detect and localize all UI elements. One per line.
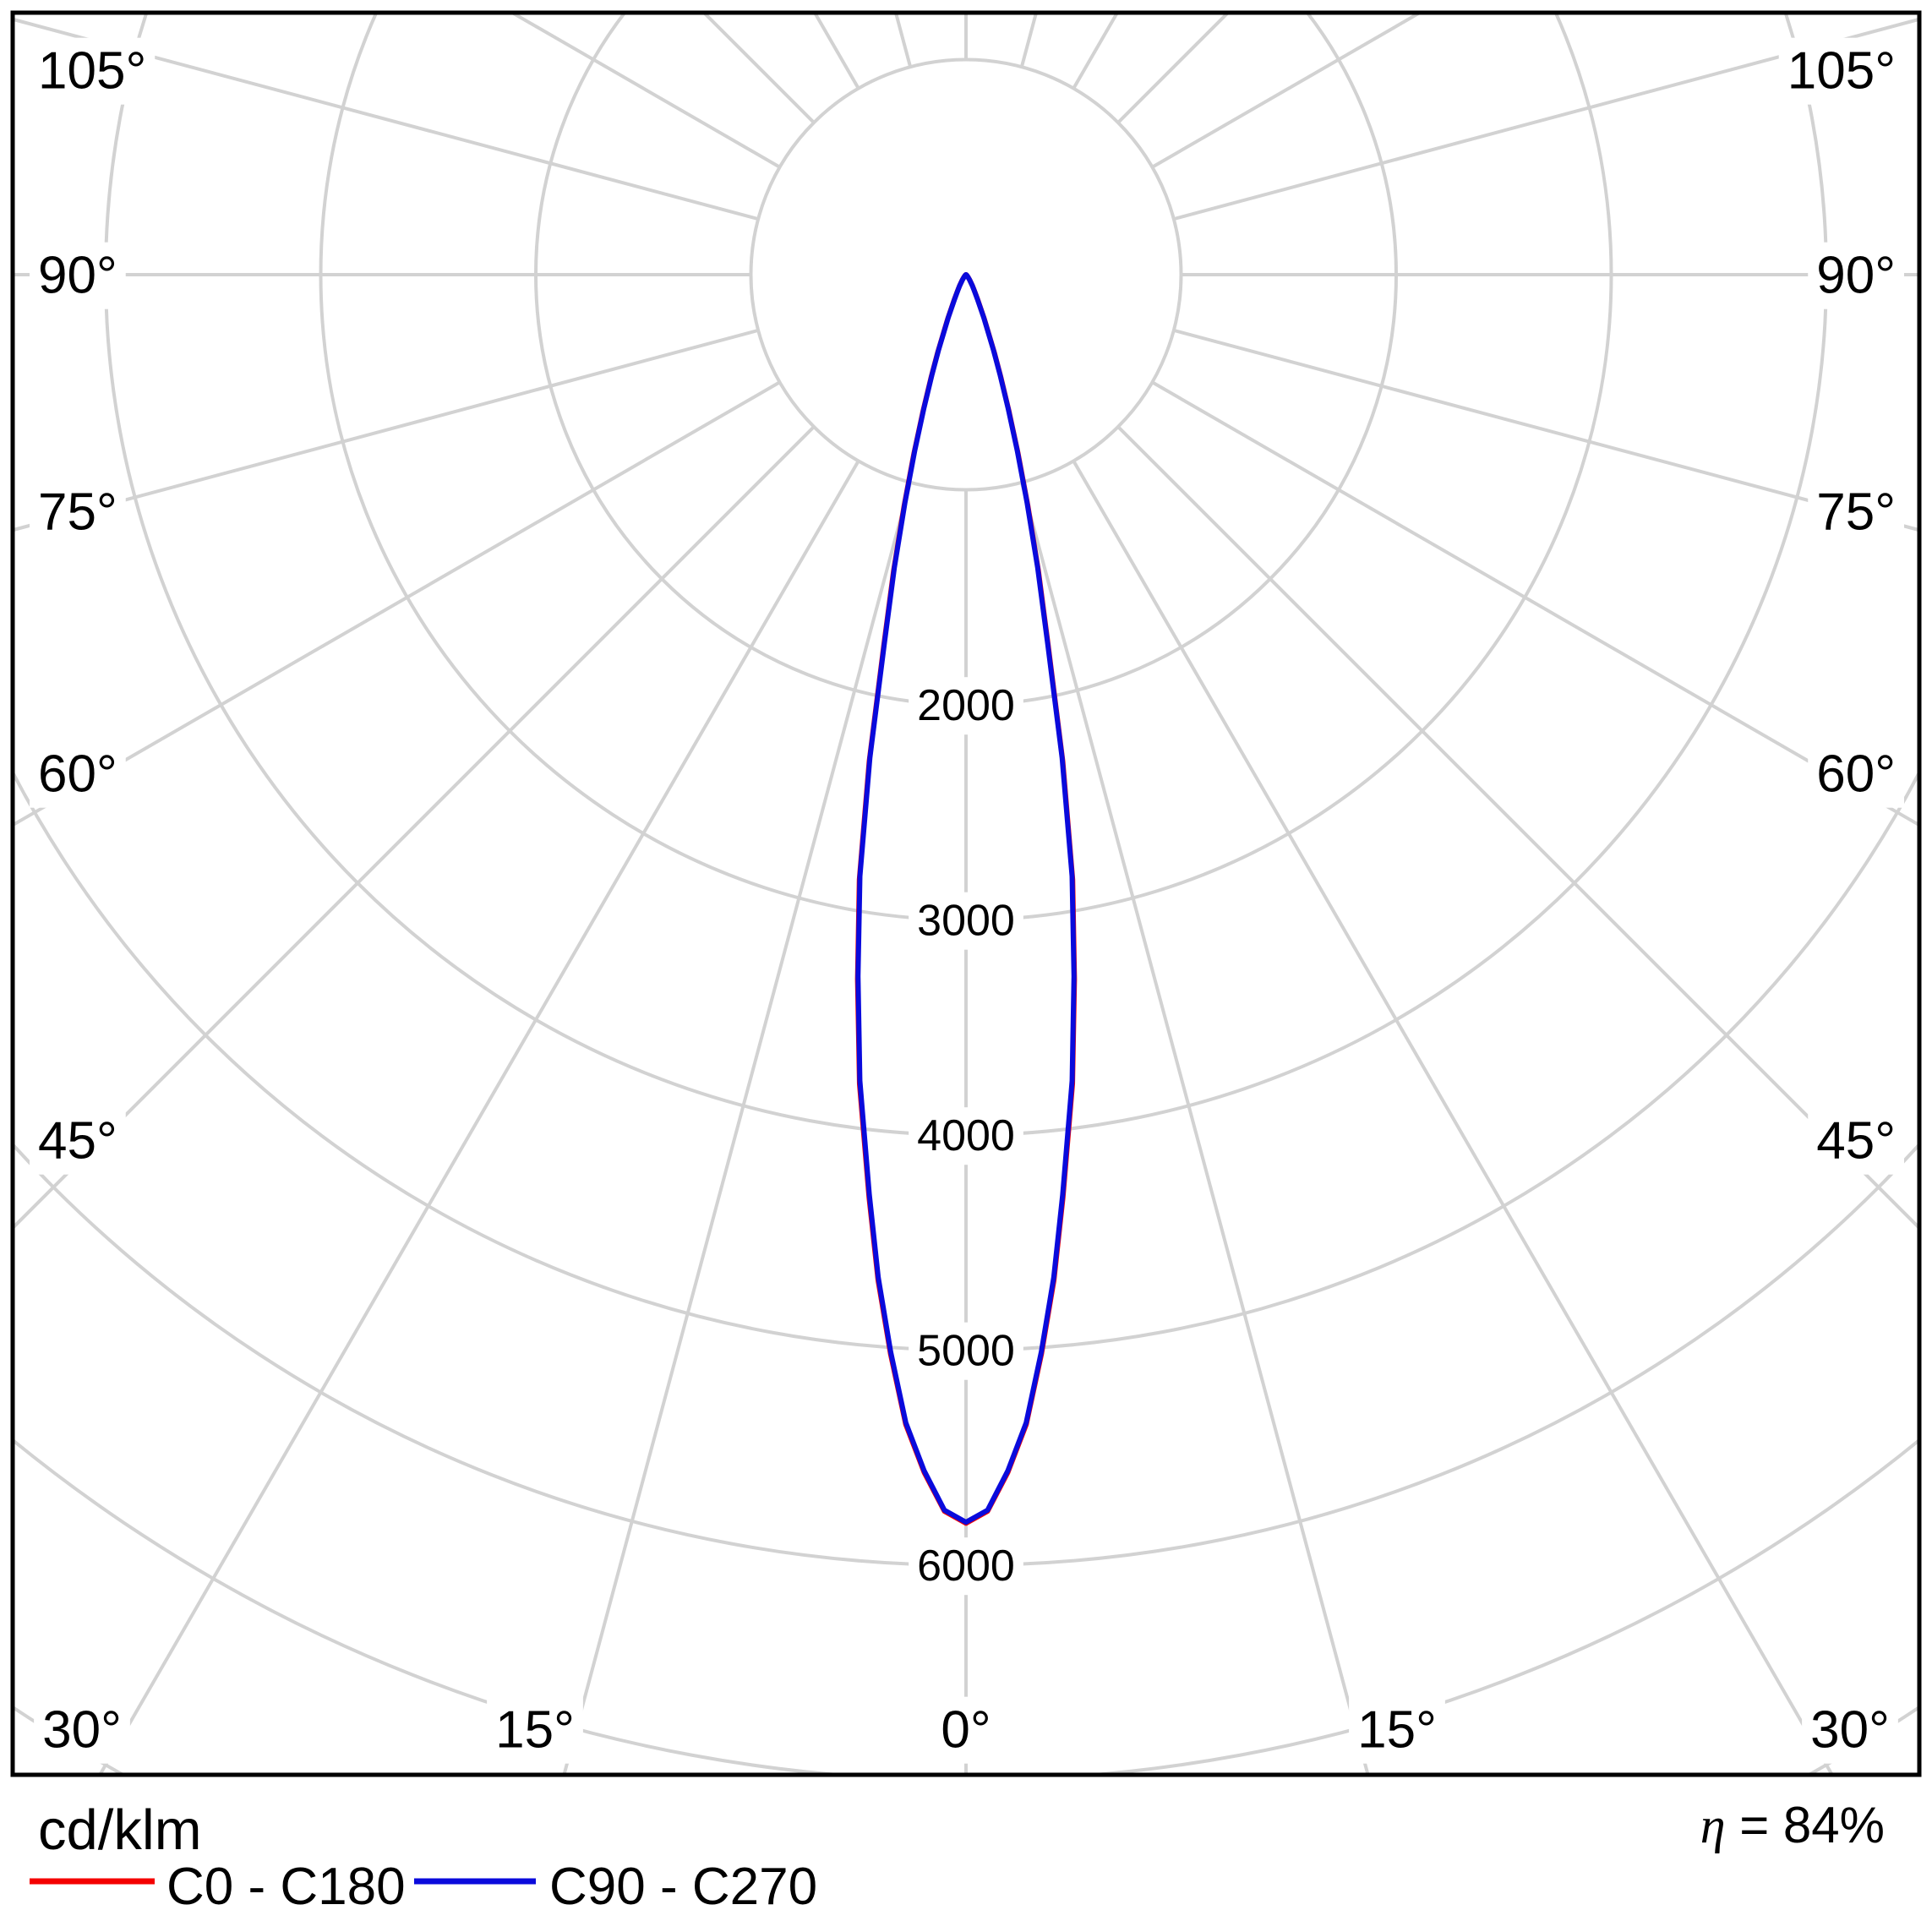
label-mask: [932, 1696, 1000, 1764]
axis-labels: 2000 3000 4000 5000 6000 105° 90° 75° 60° 45° 105°…: [30, 37, 1904, 1764]
angle-tick-label-bottom: 15°: [495, 1701, 575, 1760]
label-mask: [909, 892, 1023, 950]
label-mask: [30, 1107, 126, 1175]
eta-symbol: η: [1700, 1798, 1726, 1853]
polar-grid-ray: [13, 425, 816, 1231]
angle-tick-label-right: 75°: [1816, 483, 1896, 542]
polar-grid-ray: [1072, 460, 1835, 1775]
angle-tick-label-left: 105°: [38, 42, 146, 101]
polar-grid-ray: [1151, 380, 1919, 827]
plot-border: [10, 10, 1922, 1777]
polar-grid-ray: [1019, 13, 1039, 68]
label-mask: [909, 1537, 1023, 1596]
polar-grid-ray: [1151, 13, 1423, 169]
angle-tick-label-right: 90°: [1816, 247, 1896, 305]
label-mask: [30, 478, 126, 546]
intensity-curves: [854, 272, 1078, 1526]
label-mask: [1808, 478, 1904, 546]
polar-grid-ray: [893, 13, 913, 68]
radius-tick-label: 5000: [917, 1327, 1015, 1376]
label-mask: [1808, 1107, 1904, 1175]
polar-grid-ray: [1173, 328, 1919, 532]
polar-grid-ray: [1116, 425, 1919, 1231]
polar-grid-ray: [97, 460, 860, 1775]
legend-label-c90-c270: C90 - C270: [549, 1858, 817, 1916]
chart-footer: cd/klm η = 84% C0 - C180 C90 - C270: [30, 1797, 1885, 1916]
curve-c90-c270: [855, 272, 1077, 1525]
legend-label-c0-c180: C0 - C180: [166, 1858, 406, 1916]
polar-grid-ray: [509, 13, 781, 169]
label-mask: [1808, 740, 1904, 808]
label-mask: [30, 37, 156, 105]
label-mask: [909, 677, 1023, 735]
angle-tick-label-right: 105°: [1787, 42, 1896, 101]
polar-grid-ray: [1173, 17, 1919, 221]
angle-tick-label-bottom: 30°: [1810, 1701, 1890, 1760]
angle-tick-label-left: 45°: [38, 1112, 117, 1171]
label-mask: [487, 1696, 583, 1764]
legend: C0 - C180 C90 - C270: [30, 1858, 817, 1916]
angle-tick-label-bottom: 15°: [1357, 1701, 1437, 1760]
angle-tick-label-left: 75°: [38, 483, 117, 542]
radius-tick-label: 4000: [917, 1111, 1015, 1160]
angle-tick-label-bottom: 0°: [941, 1701, 991, 1760]
polar-grid-ray: [562, 482, 913, 1775]
radius-tick-label: 6000: [917, 1542, 1015, 1591]
radius-tick-label: 2000: [917, 681, 1015, 730]
label-mask: [1808, 242, 1904, 309]
label-mask: [1802, 1696, 1898, 1764]
eta-value: = 84%: [1726, 1797, 1885, 1853]
angle-tick-label-left: 60°: [38, 745, 117, 804]
label-mask: [30, 740, 126, 808]
label-mask: [1778, 37, 1904, 105]
label-mask: [1349, 1696, 1445, 1764]
polar-grid-ray: [13, 17, 759, 221]
polar-grid-ray: [1019, 482, 1370, 1775]
polar-grid-ray: [13, 380, 781, 827]
angle-tick-label-right: 45°: [1816, 1112, 1896, 1171]
label-mask: [909, 1107, 1023, 1165]
label-mask: [30, 242, 126, 309]
label-mask: [909, 1322, 1023, 1380]
angle-tick-label-left: 90°: [38, 247, 117, 305]
units-label: cd/klm: [38, 1798, 202, 1862]
efficiency-label: η = 84%: [1700, 1797, 1885, 1853]
radius-tick-label: 3000: [917, 897, 1015, 946]
polar-grid-ray: [13, 328, 759, 532]
label-mask: [34, 1696, 130, 1764]
angle-tick-label-bottom: 30°: [42, 1701, 122, 1760]
angle-tick-label-right: 60°: [1816, 745, 1896, 804]
